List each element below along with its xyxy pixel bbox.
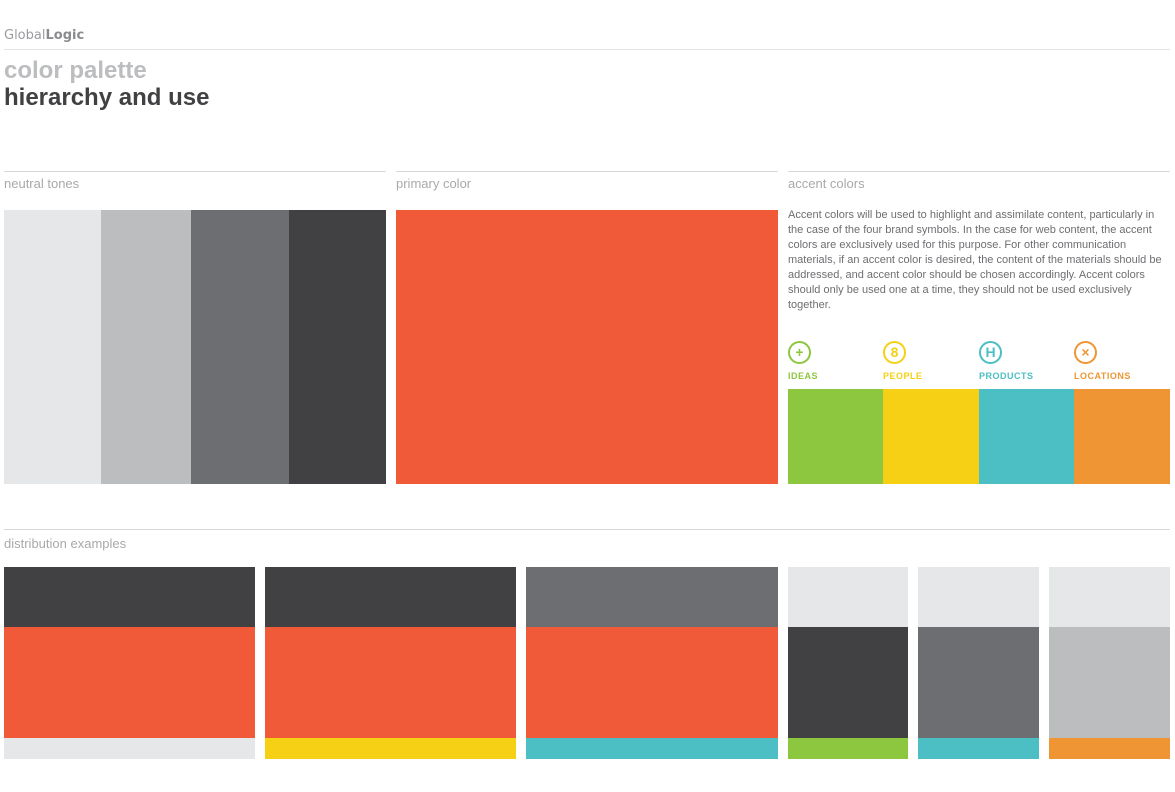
accent-description: Accent colors will be used to highlight … xyxy=(788,209,1162,311)
distribution-middle xyxy=(4,627,255,738)
person-circle-icon: 8 xyxy=(883,341,906,364)
distribution-bottom xyxy=(265,738,516,759)
page-title: color palette xyxy=(4,57,147,84)
distribution-heading: distribution examples xyxy=(4,536,127,551)
accent-label: PEOPLE xyxy=(883,371,923,381)
distribution-bottom xyxy=(4,738,255,759)
primary-swatch xyxy=(396,210,778,484)
logo-light: Global xyxy=(4,28,46,43)
distribution-bottom xyxy=(788,738,908,759)
divider xyxy=(396,171,778,172)
header-divider xyxy=(4,49,1170,50)
accent-swatch-ideas xyxy=(788,389,883,484)
divider xyxy=(788,171,1170,172)
neutral-heading: neutral tones xyxy=(4,176,80,191)
page-subtitle: hierarchy and use xyxy=(4,84,210,111)
distribution-top xyxy=(918,567,1039,627)
accent-swatch-products xyxy=(979,389,1074,484)
distribution-top xyxy=(1049,567,1170,627)
distribution-bottom xyxy=(1049,738,1170,759)
divider xyxy=(4,171,386,172)
distribution-top xyxy=(265,567,516,627)
distribution-top xyxy=(788,567,908,627)
accent-swatch-people xyxy=(883,389,979,484)
distribution-top xyxy=(526,567,778,627)
distribution-bottom xyxy=(918,738,1039,759)
neutral-swatch xyxy=(101,210,191,484)
logo-bold: Logic xyxy=(45,28,85,43)
plus-circle-icon: + xyxy=(788,341,811,364)
accent-label: LOCATIONS xyxy=(1074,371,1131,381)
distribution-top xyxy=(4,567,255,627)
primary-heading: primary color xyxy=(396,176,472,191)
divider xyxy=(4,529,1170,530)
neutral-swatch xyxy=(4,210,101,484)
product-circle-icon: H xyxy=(979,341,1002,364)
distribution-middle xyxy=(526,627,778,738)
accent-heading: accent colors xyxy=(788,176,865,191)
logo: GlobalLogic xyxy=(4,28,84,43)
neutral-swatch xyxy=(191,210,289,484)
accent-label: IDEAS xyxy=(788,371,819,381)
distribution-middle xyxy=(788,627,908,738)
x-circle-icon: × xyxy=(1074,341,1097,364)
distribution-middle xyxy=(918,627,1039,738)
distribution-middle xyxy=(265,627,516,738)
distribution-middle xyxy=(1049,627,1170,738)
distribution-bottom xyxy=(526,738,778,759)
neutral-swatch xyxy=(289,210,386,484)
accent-label: PRODUCTS xyxy=(979,371,1034,381)
accent-swatch-locations xyxy=(1074,389,1170,484)
